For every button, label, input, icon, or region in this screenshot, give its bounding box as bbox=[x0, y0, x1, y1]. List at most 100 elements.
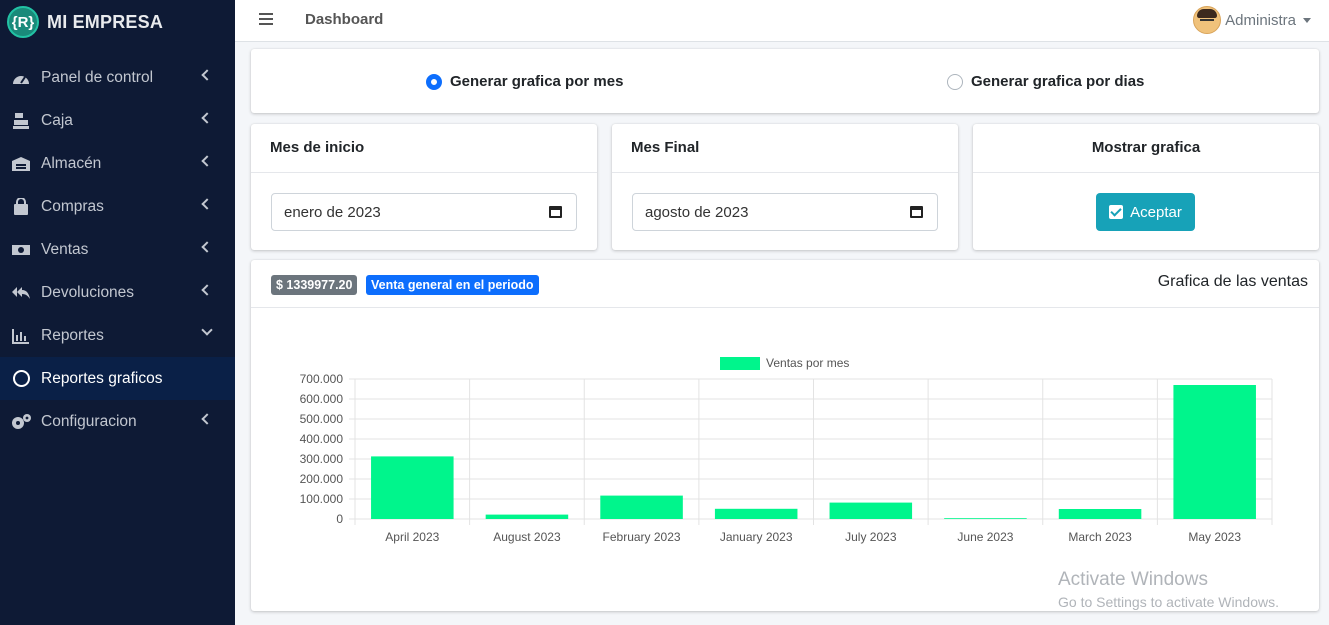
legend-swatch bbox=[720, 357, 760, 370]
end-month-value: agosto de 2023 bbox=[645, 204, 749, 221]
sidebar-item-panel-de-control[interactable]: Panel de control bbox=[0, 56, 235, 99]
start-month-value: enero de 2023 bbox=[284, 204, 381, 221]
y-tick-label: 0 bbox=[336, 512, 343, 526]
sales-bar-chart: 0 100.000 200.000 300.000 400.000 500.000 600.… bbox=[300, 356, 1273, 544]
radio-days-label: Generar grafica por dias bbox=[971, 73, 1145, 90]
period-label-badge: Venta general en el periodo bbox=[366, 275, 539, 295]
sidebar-item-reportes[interactable]: Reportes bbox=[0, 314, 235, 357]
radio-month[interactable] bbox=[426, 73, 442, 90]
bar bbox=[1173, 385, 1256, 519]
start-month-card: Mes de inicio enero de 2023 bbox=[251, 124, 597, 250]
reply-all-icon bbox=[10, 284, 32, 302]
end-month-input[interactable]: agosto de 2023 bbox=[632, 193, 938, 231]
end-month-header: Mes Final bbox=[612, 124, 958, 173]
x-tick-label: March 2023 bbox=[1068, 530, 1132, 544]
start-month-input[interactable]: enero de 2023 bbox=[271, 193, 577, 231]
caret-down-icon bbox=[1303, 17, 1311, 23]
sidebar-item-label: Configuracion bbox=[41, 412, 137, 430]
sidebar-nav: Panel de control Caja Almacén Compras bbox=[0, 56, 235, 443]
brand-name: MI EMPRESA bbox=[47, 11, 164, 32]
bar bbox=[829, 502, 913, 519]
brand-logo: {R} bbox=[7, 6, 39, 38]
y-tick-label: 600.000 bbox=[300, 392, 344, 406]
tachometer-icon bbox=[10, 69, 32, 87]
legend-label: Ventas por mes bbox=[766, 356, 849, 370]
chevron-left-icon bbox=[201, 112, 213, 124]
y-tick-label: 500.000 bbox=[300, 412, 344, 426]
bar bbox=[485, 514, 569, 519]
y-tick-label: 400.000 bbox=[300, 432, 344, 446]
sidebar-item-label: Caja bbox=[41, 111, 73, 129]
x-tick-label: January 2023 bbox=[720, 530, 793, 544]
activate-windows-subtitle: Go to Settings to activate Windows. bbox=[1058, 594, 1279, 610]
chart-title: Grafica de las ventas bbox=[1157, 273, 1308, 290]
sidebar-item-almacen[interactable]: Almacén bbox=[0, 142, 235, 185]
calendar-icon[interactable] bbox=[910, 206, 923, 218]
chevron-left-icon bbox=[201, 69, 213, 81]
circle-icon bbox=[10, 370, 32, 388]
chevron-left-icon bbox=[201, 284, 213, 296]
sidebar: {R} MI EMPRESA Panel de control Caja Alm… bbox=[0, 0, 235, 625]
chevron-left-icon bbox=[201, 413, 213, 425]
sidebar-item-compras[interactable]: Compras bbox=[0, 185, 235, 228]
radio-month-option[interactable]: Generar grafica por mes bbox=[426, 73, 623, 90]
bar bbox=[944, 518, 1027, 519]
shopping-bag-icon bbox=[10, 197, 32, 216]
y-tick-label: 200.000 bbox=[300, 472, 344, 486]
sidebar-item-label: Almacén bbox=[41, 154, 102, 172]
sidebar-item-label: Reportes bbox=[41, 326, 104, 344]
sidebar-item-configuracion[interactable]: Configuracion bbox=[0, 400, 235, 443]
sidebar-item-ventas[interactable]: Ventas bbox=[0, 228, 235, 271]
activate-windows-title: Activate Windows bbox=[1058, 569, 1208, 590]
bar bbox=[600, 495, 683, 519]
chevron-down-icon bbox=[201, 324, 213, 336]
warehouse-icon bbox=[10, 155, 32, 173]
x-tick-label: June 2023 bbox=[957, 530, 1013, 544]
sidebar-item-label: Panel de control bbox=[41, 68, 154, 86]
x-tick-label: May 2023 bbox=[1188, 530, 1241, 544]
chart-bar-icon bbox=[10, 327, 32, 345]
show-chart-header: Mostrar grafica bbox=[973, 124, 1319, 173]
sidebar-item-label: Devoluciones bbox=[41, 283, 135, 301]
bar bbox=[1058, 509, 1142, 519]
dashboard-link[interactable]: Dashboard bbox=[305, 11, 384, 28]
sidebar-item-label: Compras bbox=[41, 197, 104, 215]
topbar: Dashboard Administra bbox=[235, 0, 1329, 42]
divider bbox=[251, 307, 1319, 308]
bar bbox=[714, 508, 798, 519]
user-name: Administra bbox=[1225, 11, 1296, 29]
brand[interactable]: {R} MI EMPRESA bbox=[0, 0, 235, 44]
chart-card: $ 1339977.20 Venta general en el periodo… bbox=[251, 260, 1319, 611]
hamburger-menu-icon[interactable] bbox=[259, 13, 273, 25]
x-tick-label: July 2023 bbox=[845, 530, 897, 544]
cogs-icon bbox=[10, 413, 32, 431]
y-tick-label: 700.000 bbox=[300, 372, 344, 386]
sidebar-item-devoluciones[interactable]: Devoluciones bbox=[0, 271, 235, 314]
total-badge: $ 1339977.20 bbox=[271, 275, 358, 295]
radio-days-option[interactable]: Generar grafica por dias bbox=[947, 73, 1144, 90]
cash-register-icon bbox=[10, 112, 32, 130]
calendar-icon[interactable] bbox=[549, 206, 562, 218]
user-menu[interactable]: Administra bbox=[1193, 6, 1311, 34]
x-tick-label: April 2023 bbox=[385, 530, 439, 544]
end-month-card: Mes Final agosto de 2023 bbox=[612, 124, 958, 250]
sidebar-item-label: Ventas bbox=[41, 240, 89, 258]
money-bill-icon bbox=[10, 241, 32, 259]
check-square-icon bbox=[1109, 205, 1124, 219]
accept-button[interactable]: Aceptar bbox=[1096, 193, 1195, 231]
x-tick-label: August 2023 bbox=[493, 530, 561, 544]
chevron-left-icon bbox=[201, 241, 213, 253]
radio-days[interactable] bbox=[947, 73, 963, 90]
chevron-left-icon bbox=[201, 198, 213, 210]
chevron-left-icon bbox=[201, 155, 213, 167]
sidebar-item-caja[interactable]: Caja bbox=[0, 99, 235, 142]
show-chart-card: Mostrar grafica Aceptar bbox=[973, 124, 1319, 250]
mode-card: Generar grafica por mes Generar grafica … bbox=[251, 49, 1319, 113]
sidebar-item-label: Reportes graficos bbox=[41, 369, 163, 387]
start-month-header: Mes de inicio bbox=[251, 124, 597, 173]
bar bbox=[371, 456, 454, 519]
sidebar-item-reportes-graficos[interactable]: Reportes graficos bbox=[0, 357, 235, 400]
y-tick-label: 300.000 bbox=[300, 452, 344, 466]
radio-month-label: Generar grafica por mes bbox=[450, 73, 624, 90]
x-tick-label: February 2023 bbox=[603, 530, 681, 544]
